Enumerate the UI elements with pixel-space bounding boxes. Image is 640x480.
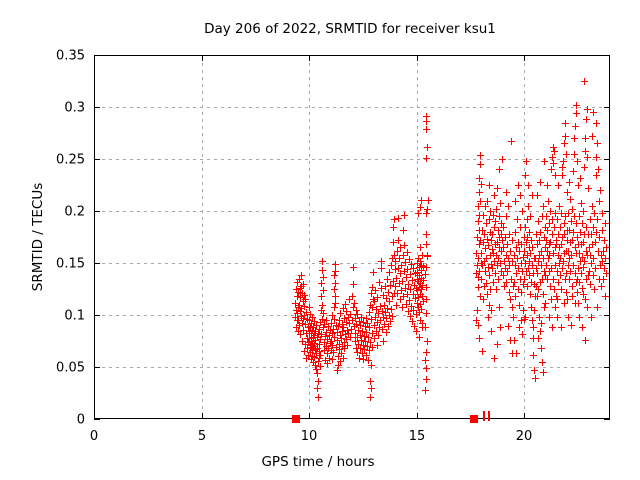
y-tick-label: 0.1 bbox=[64, 309, 85, 324]
zero-cluster-square bbox=[470, 415, 478, 423]
zero-cluster-square bbox=[292, 415, 300, 423]
x-tick-label: 10 bbox=[301, 429, 318, 444]
data-points bbox=[292, 78, 610, 401]
x-tick-label: 20 bbox=[516, 429, 533, 444]
axis-ticks bbox=[94, 55, 610, 420]
chart-title: Day 206 of 2022, SRMTID for receiver ksu… bbox=[204, 21, 496, 37]
plot-border bbox=[94, 55, 610, 419]
zero-value-markers bbox=[292, 411, 490, 423]
x-tick-label: 15 bbox=[409, 429, 426, 444]
y-tick-label: 0.2 bbox=[64, 205, 85, 220]
y-axis-label: SRMTID / TECUs bbox=[30, 183, 46, 291]
x-tick-labels: 0 5 10 15 20 bbox=[90, 429, 532, 444]
y-tick-labels: 0 0.05 0.1 0.15 0.2 0.25 0.3 0.35 bbox=[56, 49, 85, 428]
y-tick-label: 0.25 bbox=[56, 153, 85, 168]
x-tick-label: 0 bbox=[90, 429, 98, 444]
x-axis-label: GPS time / hours bbox=[261, 454, 374, 470]
y-tick-label: 0.15 bbox=[56, 257, 85, 272]
x-tick-label: 5 bbox=[198, 429, 206, 444]
y-tick-label: 0.35 bbox=[56, 49, 85, 64]
y-tick-label: 0.3 bbox=[64, 101, 85, 116]
y-tick-label: 0.05 bbox=[56, 361, 85, 376]
zero-cluster-bar bbox=[483, 411, 485, 421]
zero-cluster-bar bbox=[488, 411, 490, 421]
y-tick-label: 0 bbox=[77, 413, 85, 428]
